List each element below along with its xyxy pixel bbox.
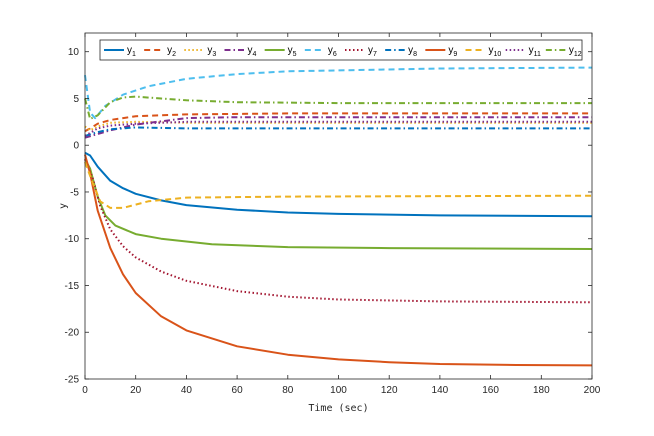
x-tick-label: 140 (432, 385, 449, 396)
x-tick-label: 20 (130, 385, 142, 396)
series-line-y7 (84, 158, 593, 304)
x-tick-label: 200 (584, 385, 601, 396)
x-tick-label: 100 (330, 385, 347, 396)
x-tick-label: 0 (82, 385, 88, 396)
series-line-y6 (84, 66, 593, 120)
legend-label-y3: y3 (207, 45, 216, 58)
x-tick-label: 120 (381, 385, 398, 396)
ticks-layer: 0 20 40 60 80 100 120 140 160 180 200-25-20-15-10-… (65, 33, 601, 396)
x-tick-label: 80 (282, 385, 294, 396)
y-tick-label: 5 (73, 94, 79, 105)
series-line-y5 (84, 158, 593, 250)
legend-label-y6: y6 (328, 45, 337, 58)
legend-label-y5: y5 (288, 45, 297, 58)
legend-label-y2: y2 (167, 45, 176, 58)
x-tick-label: 60 (232, 385, 244, 396)
y-tick-label: -5 (70, 187, 79, 198)
series-line-y8 (84, 126, 592, 137)
series-line-y4 (84, 116, 592, 139)
series-line-y3 (84, 120, 592, 132)
x-axis-label: Time (sec) (308, 403, 368, 414)
legend-label-y8: y8 (408, 45, 417, 58)
series-layer (84, 66, 593, 367)
y-tick-label: 0 (73, 141, 79, 152)
legend-label-y4: y4 (248, 45, 257, 58)
y-axis-label: y (58, 203, 69, 209)
legend-label-y1: y1 (127, 45, 136, 58)
y-tick-label: -10 (65, 234, 80, 245)
series-line-y9 (84, 154, 593, 367)
plot-background (85, 33, 592, 379)
legend-label-y9: y9 (448, 45, 457, 58)
y-tick-label: 10 (68, 47, 80, 58)
series-line-y2 (84, 112, 592, 133)
y-tick-label: -15 (65, 281, 80, 292)
x-tick-label: 160 (482, 385, 499, 396)
legend: y1 y2 y3 y4 y5 y6 y7 y8 y9 y10 y11 y12 (99, 39, 583, 61)
x-tick-label: 180 (533, 385, 550, 396)
legend-label-y7: y7 (368, 45, 377, 58)
y-tick-label: -25 (65, 375, 80, 386)
plot-area (85, 33, 592, 379)
x-tick-label: 40 (181, 385, 193, 396)
legend-box (99, 39, 583, 61)
series-line-y11 (84, 120, 592, 137)
y-tick-label: -20 (65, 328, 80, 339)
